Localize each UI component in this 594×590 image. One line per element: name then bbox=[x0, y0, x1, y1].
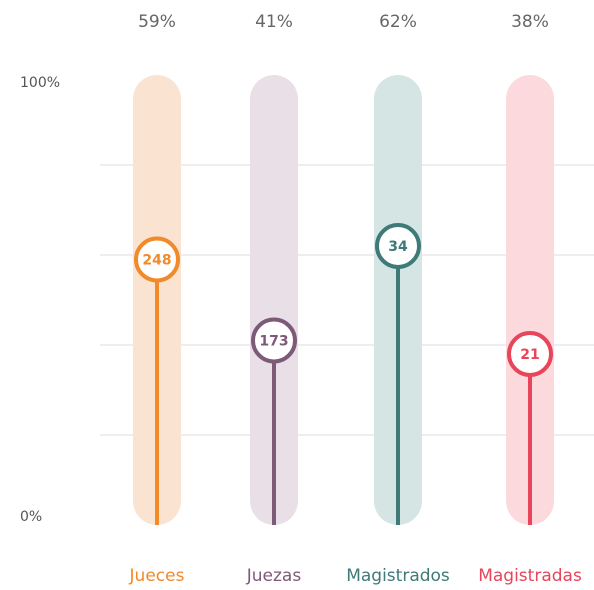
value-label: 62% bbox=[379, 12, 417, 32]
count-label: 248 bbox=[142, 253, 171, 269]
marker bbox=[251, 317, 297, 364]
count-label: 34 bbox=[388, 239, 408, 255]
marker bbox=[134, 236, 180, 283]
value-label: 59% bbox=[138, 12, 176, 32]
category-label: Jueces bbox=[129, 566, 185, 586]
track bbox=[250, 75, 298, 525]
category-label: Juezas bbox=[246, 566, 302, 586]
count-label: 21 bbox=[520, 347, 539, 363]
value-label: 38% bbox=[511, 12, 549, 32]
category-label: Magistrados bbox=[346, 566, 450, 586]
marker bbox=[507, 331, 553, 377]
track bbox=[506, 75, 554, 525]
category-label: Magistradas bbox=[478, 566, 582, 586]
marker bbox=[375, 223, 421, 269]
count-label: 173 bbox=[259, 334, 288, 350]
y-tick-label: 100% bbox=[20, 75, 60, 91]
y-tick-label: 0% bbox=[20, 509, 42, 525]
value-label: 41% bbox=[255, 12, 293, 32]
